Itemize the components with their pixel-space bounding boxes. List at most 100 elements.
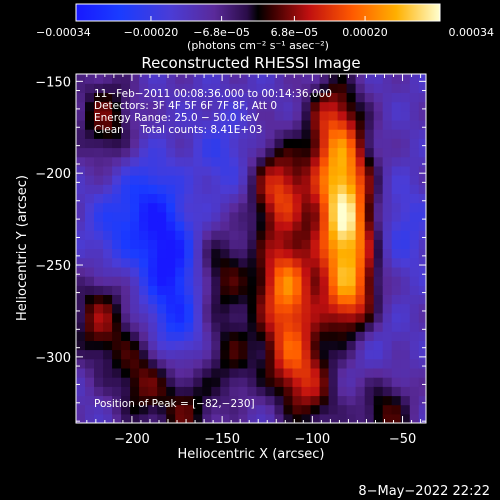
heatmap-cell — [382, 74, 393, 84]
heatmap-cell — [166, 294, 176, 305]
heatmap-cell — [409, 156, 420, 167]
heatmap-cell — [247, 257, 257, 268]
heatmap-cell — [238, 165, 248, 176]
heatmap-cell — [292, 285, 303, 295]
heatmap-cell — [346, 377, 357, 387]
heatmap-cell — [157, 395, 167, 406]
heatmap-cell — [247, 340, 257, 351]
heatmap-cell — [202, 138, 212, 149]
heatmap-cell — [328, 377, 339, 387]
heatmap-cell — [238, 266, 248, 277]
heatmap-cell — [103, 129, 113, 139]
heatmap-cell — [121, 248, 131, 259]
heatmap-cell — [310, 193, 321, 204]
heatmap-cell — [265, 312, 275, 323]
heatmap-cell — [175, 358, 185, 369]
heatmap-cell — [310, 312, 321, 323]
y-axis-label: Heliocentric Y (arcsec) — [15, 175, 30, 321]
heatmap-cell — [418, 230, 426, 240]
heatmap-cell — [382, 358, 393, 369]
heatmap-cell — [202, 230, 212, 240]
heatmap-cell — [409, 413, 420, 423]
heatmap-cell — [247, 119, 257, 130]
heatmap-cell — [157, 266, 167, 277]
heatmap-cell — [94, 239, 104, 250]
heatmap-cell — [193, 358, 203, 369]
heatmap-cell — [157, 110, 167, 121]
heatmap-cell — [337, 74, 348, 84]
heatmap-cell — [103, 294, 113, 305]
heatmap-cell — [355, 165, 366, 176]
heatmap-cell — [130, 119, 140, 130]
heatmap-cell — [220, 129, 230, 139]
heatmap-cell — [247, 395, 257, 406]
heatmap-cell — [337, 92, 348, 103]
heatmap-cell — [202, 83, 212, 93]
heatmap-cell — [130, 83, 140, 93]
heatmap-cell — [346, 303, 357, 314]
heatmap-cell — [337, 413, 348, 423]
heatmap-cell — [382, 156, 393, 167]
heatmap-cell — [94, 119, 104, 130]
heatmap-cell — [166, 303, 176, 314]
heatmap-cell — [409, 138, 420, 149]
heatmap-cell — [328, 358, 339, 369]
heatmap-cell — [148, 322, 158, 332]
heatmap-cell — [247, 83, 257, 93]
heatmap-cell — [364, 266, 375, 277]
heatmap-cell — [382, 193, 393, 204]
heatmap-cell — [382, 239, 393, 250]
heatmap-cell — [355, 129, 366, 139]
heatmap-cell — [418, 404, 426, 415]
heatmap-cell — [373, 138, 384, 149]
heatmap-cell — [130, 322, 140, 332]
heatmap-cell — [310, 101, 321, 112]
heatmap-cell — [103, 395, 113, 406]
heatmap-cell — [247, 312, 257, 323]
heatmap-cell — [139, 331, 149, 341]
heatmap-cell — [157, 193, 167, 204]
heatmap-cell — [157, 119, 167, 130]
heatmap-cell — [229, 349, 239, 360]
heatmap-cell — [355, 312, 366, 323]
heatmap-cell — [274, 74, 285, 84]
heatmap-cell — [337, 110, 348, 121]
heatmap-cell — [238, 413, 248, 423]
heatmap-cell — [400, 101, 411, 112]
heatmap-cell — [292, 413, 303, 423]
heatmap-cell — [364, 367, 375, 378]
heatmap-cell — [247, 266, 257, 277]
heatmap-cell — [229, 358, 239, 369]
heatmap-cell — [418, 257, 426, 268]
heatmap-cell — [409, 395, 420, 406]
heatmap-cell — [220, 257, 230, 268]
heatmap-cell — [130, 377, 140, 387]
heatmap-cell — [292, 156, 303, 167]
heatmap-cell — [94, 220, 104, 231]
heatmap-cell — [184, 294, 194, 305]
heatmap-cell — [211, 349, 221, 360]
heatmap-cell — [238, 367, 248, 378]
heatmap-cell — [274, 322, 285, 332]
heatmap-cell — [229, 193, 239, 204]
heatmap-cell — [355, 340, 366, 351]
heatmap-cell — [400, 74, 411, 84]
heatmap-cell — [409, 312, 420, 323]
heatmap-cell — [121, 367, 131, 378]
heatmap-cell — [391, 377, 402, 387]
heatmap-cell — [193, 257, 203, 268]
heatmap-cell — [418, 266, 426, 277]
heatmap-cell — [301, 119, 312, 130]
heatmap-cell — [148, 101, 158, 112]
heatmap-cell — [202, 175, 212, 185]
heatmap-cell — [310, 138, 321, 149]
heatmap-cell — [418, 312, 426, 323]
heatmap-cell — [238, 119, 248, 130]
heatmap-cell — [337, 202, 348, 213]
heatmap-cell — [418, 202, 426, 213]
heatmap-cell — [193, 331, 203, 341]
heatmap-cell — [211, 92, 221, 103]
heatmap-cell — [112, 285, 122, 295]
heatmap-cell — [265, 404, 275, 415]
heatmap-cell — [256, 202, 266, 213]
